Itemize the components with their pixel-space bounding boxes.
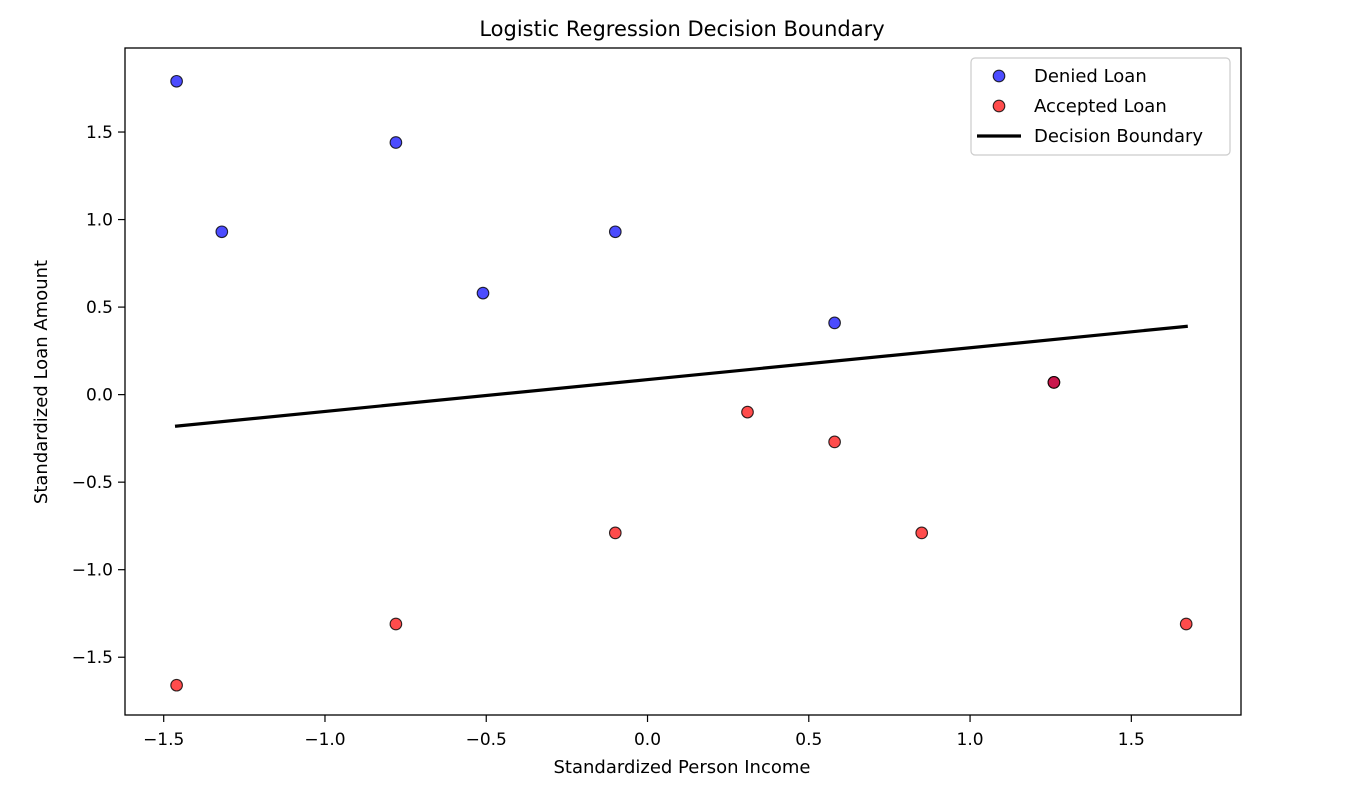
- denied-loan-point: [828, 316, 841, 330]
- legend-marker-swatch: [992, 69, 1006, 83]
- denied-loan-point: [608, 225, 622, 239]
- legend-label: Denied Loan: [1034, 66, 1147, 87]
- denied-loan-point: [476, 286, 490, 300]
- decision-boundary-line: [174, 324, 1188, 428]
- plot-frame: [124, 47, 1242, 716]
- x-axis-title: Standardized Person Income: [553, 757, 810, 778]
- x-tick-label: −1.0: [304, 730, 345, 750]
- accepted-loan-point: [1179, 617, 1193, 631]
- x-tick-label: 1.0: [957, 730, 984, 750]
- legend-marker-swatch: [992, 99, 1006, 113]
- y-tick-label: 1.0: [86, 211, 113, 231]
- legend-label: Decision Boundary: [1034, 126, 1203, 147]
- x-tick-label: −0.5: [466, 730, 507, 750]
- y-tick-label: 0.5: [86, 298, 113, 318]
- axes: −1.5 −1.0 −0.5 0.0 0.5 1.0 1.5 −1.5 −1.0 −0.5 0.0 0…: [72, 47, 1242, 750]
- x-tick-label: 0.0: [634, 730, 661, 750]
- y-tick-label: −0.5: [72, 473, 113, 493]
- accepted-loan-point: [828, 435, 841, 449]
- legend-box: [970, 57, 1231, 156]
- accepted-loan-point: [915, 526, 929, 540]
- x-tick-label: 1.5: [1118, 730, 1145, 750]
- accepted-loan-point: [741, 405, 754, 419]
- accepted-loan-point: [608, 526, 622, 540]
- chart-title: Logistic Regression Decision Boundary: [479, 17, 884, 41]
- denied-loan-point: [215, 225, 229, 239]
- x-tick-label: 0.5: [795, 730, 822, 750]
- legend: Denied Loan Accepted Loan Decision Boundar…: [970, 57, 1231, 156]
- legend-label: Accepted Loan: [1034, 96, 1167, 117]
- plot-area: [170, 74, 1193, 692]
- denied-loan-point: [389, 136, 403, 149]
- y-axis-title: Standardized Loan Amount: [31, 260, 52, 504]
- accepted-loan-point: [389, 617, 403, 631]
- accepted-loan-point: [170, 678, 183, 692]
- y-tick-label: 1.5: [86, 123, 113, 143]
- y-tick-label: −1.0: [72, 561, 113, 581]
- denied-loan-point: [170, 74, 183, 88]
- y-tick-label: 0.0: [86, 386, 113, 406]
- x-tick-label: −1.5: [143, 730, 184, 750]
- y-tick-label: −1.5: [72, 648, 113, 668]
- accepted-loan-point: [1047, 376, 1061, 389]
